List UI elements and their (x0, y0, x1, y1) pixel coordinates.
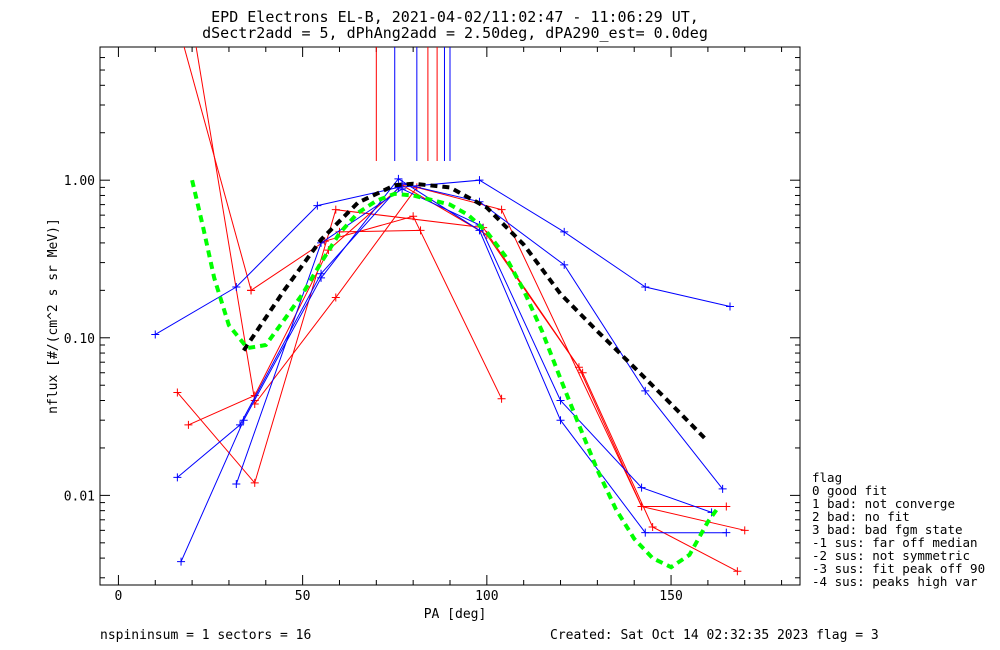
red-series-line (177, 209, 727, 507)
red-data-point (247, 286, 256, 295)
blue-data-point (556, 396, 565, 405)
x-tick-label: 100 (475, 589, 498, 604)
legend-item: -4 sus: peaks high var (812, 574, 978, 589)
blue-data-point (151, 330, 160, 339)
y-axis-label: nflux [#/(cm^2 s sr MeV)] (46, 218, 61, 414)
blue-data-point (641, 386, 650, 395)
x-tick-label: 0 (115, 589, 123, 604)
red-data-point (648, 523, 657, 532)
red-data-point (740, 526, 749, 535)
legend-item: 3 bad: bad fgm state (812, 522, 963, 537)
blue-data-point (232, 283, 241, 292)
blue-data-point (173, 473, 182, 482)
blue-series-line (180, 178, 727, 562)
blue-data-point (177, 557, 186, 566)
red-series-line (339, 229, 421, 233)
blue-data-point (398, 184, 407, 193)
x-tick-label: 50 (295, 589, 311, 604)
blue-series-line (155, 179, 731, 335)
blue-data-point (718, 484, 727, 493)
red-data-point (331, 293, 340, 302)
legend-item: -2 sus: not symmetric (812, 548, 970, 563)
red-data-point (184, 420, 193, 429)
red-data-point (497, 394, 506, 403)
blue-data-point (560, 260, 569, 269)
y-tick-label: 1.00 (64, 174, 95, 189)
red-series-line (188, 184, 738, 572)
red-data-point (331, 205, 340, 214)
y-tick-label: 0.01 (64, 489, 95, 504)
y-tick-label: 0.10 (64, 332, 95, 347)
blue-data-point (317, 273, 326, 282)
blue-data-point (313, 201, 322, 210)
flag-legend: flag 0 good fit 1 bad: not converge 2 ba… (812, 470, 985, 589)
blue-data-point (556, 416, 565, 425)
legend-item: 1 bad: not converge (812, 496, 955, 511)
chart-title-line1: EPD Electrons EL-B, 2021-04-02/11:02:47 … (211, 8, 699, 26)
red-data-point (250, 478, 259, 487)
blue-series-line (177, 183, 723, 490)
legend-item: -1 sus: far off median (812, 535, 978, 550)
blue-data-point (641, 283, 650, 292)
legend-item: -3 sus: fit peak off 90 (812, 561, 985, 576)
red-data-point (409, 212, 418, 221)
red-series-line (254, 186, 745, 531)
blue-data-point (637, 483, 646, 492)
blue-data-point (232, 480, 241, 489)
blue-data-point (475, 176, 484, 185)
red-data-point (733, 567, 742, 576)
blue-data-point (560, 227, 569, 236)
red-data-point (416, 226, 425, 235)
black-fit-curve (242, 181, 710, 443)
footer-right: Created: Sat Oct 14 02:32:35 2023 flag =… (550, 628, 879, 643)
blue-data-point (239, 416, 248, 425)
red-series-line (250, 215, 503, 400)
chart-title-line2: dSectr2add = 5, dPhAng2add = 2.50deg, dP… (202, 24, 708, 42)
blue-data-point (641, 528, 650, 537)
blue-data-point (722, 528, 731, 537)
red-series-line (195, 47, 256, 401)
red-data-point (637, 502, 646, 511)
green-fit-curve (190, 179, 721, 570)
legend-item: 2 bad: no fit (812, 509, 910, 524)
blue-series-line (235, 188, 712, 513)
red-data-point (173, 388, 182, 397)
x-tick-label: 150 (659, 589, 682, 604)
blue-data-point (726, 302, 734, 311)
red-data-point (578, 368, 587, 377)
legend-item: 0 good fit (812, 483, 887, 498)
x-axis-label: PA [deg] (424, 607, 487, 622)
legend-title: flag (812, 470, 842, 485)
footer-left: nspininsum = 1 sectors = 16 (100, 628, 311, 643)
blue-data-point (394, 174, 403, 183)
red-data-point (497, 205, 506, 214)
red-data-point (722, 502, 731, 511)
